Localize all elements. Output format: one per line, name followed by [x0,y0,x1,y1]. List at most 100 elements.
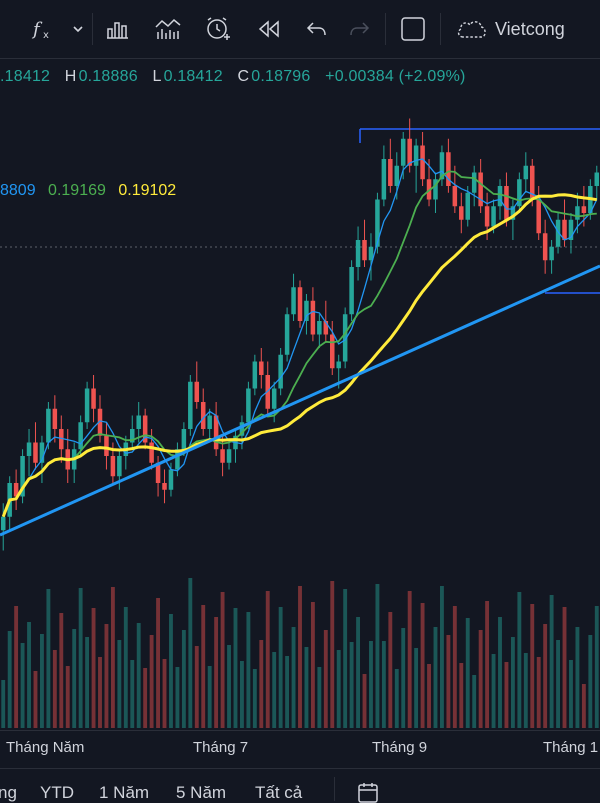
volume-bar [272,652,277,728]
volume-bar [130,660,135,728]
candle-layer [0,118,600,551]
indicators-dropdown-button[interactable] [64,9,92,49]
volume-bar [91,608,96,728]
toolbar-separator [92,13,93,45]
candle-body [530,165,535,200]
volume-bar [143,668,148,728]
volume-bar [343,589,348,728]
volume-bar [388,612,393,728]
range-ytd-button[interactable]: YTD [40,783,74,802]
volume-bar [169,614,173,728]
volume-bar [330,581,335,728]
volume-bar [14,606,19,728]
ma-blue-line [2,158,598,517]
candle-body [491,206,496,227]
bar-chart-button[interactable] [93,9,143,49]
candle-body [497,186,503,207]
candle-body [52,408,58,429]
volume-bar [117,640,122,728]
range-1y-button[interactable]: 1 Năm [99,783,150,802]
volume-bar [581,684,586,728]
candle-body [459,206,464,220]
volume-bar [336,650,341,728]
ma-legend: 8809 0.19169 0.19102 [0,182,176,200]
candle-body [388,159,393,186]
candle-body [304,300,309,321]
volume-bar [414,648,419,728]
replay-button[interactable] [243,9,295,49]
time-axis-label: Tháng Năm [6,739,85,756]
volume-bar [446,635,451,728]
volume-bar [291,627,296,728]
candle-body [226,449,232,463]
redo-button[interactable] [339,9,379,49]
volume-bar [517,592,522,728]
candle-body [162,483,167,490]
volume-bar [1,680,6,728]
high-key: H [64,68,77,85]
volume-bar [394,669,399,728]
candle-body [368,246,374,261]
candle-body [478,172,483,207]
range-5y-button[interactable]: 5 Năm [176,783,227,802]
candle-body [381,159,387,200]
candle-body [194,381,200,402]
open-value: .18412 [0,68,51,85]
volume-bar [201,605,206,728]
candle-body [91,388,96,409]
volume-bar [240,661,244,728]
volume-bar [181,630,186,728]
candle-body [407,138,412,166]
candle-body [188,381,193,429]
range-partial-button[interactable]: ng [0,783,17,802]
fullscreen-square-icon [401,17,425,41]
time-axis-label: Tháng 7 [193,739,249,756]
volume-bar [549,595,554,728]
indicator-chart-button[interactable] [143,9,193,49]
ma3-value: 0.19102 [118,182,177,199]
candle-body [420,145,425,180]
volume-bar [46,589,51,728]
candle-body [46,408,51,443]
candle-body [536,199,541,234]
candle-body [562,219,567,240]
ma-green-line [2,170,597,518]
volume-bar [375,584,380,728]
close-key: C [237,68,250,85]
alert-button[interactable] [193,9,243,49]
cloud-layout-label: Vietcong [495,18,565,39]
toolbar-separator [385,13,386,45]
low-value: 0.18412 [163,68,223,85]
replay-icon [258,20,279,38]
close-value: 0.18796 [251,68,311,85]
volume-bar [214,617,219,728]
candle-body [59,429,64,450]
volume-bar [349,642,354,728]
change-value: +0.00384 (+2.09%) [325,68,466,85]
candle-body [33,442,38,463]
volume-bar [381,641,386,728]
candle-body [568,219,574,240]
price-chart[interactable] [0,58,600,758]
volume-bar [369,641,373,728]
fullscreen-button[interactable] [386,9,440,49]
candle-body [207,415,212,429]
volume-bar [310,602,315,728]
volume-bar [233,608,238,728]
candle-body [39,442,45,463]
uptrend-line[interactable] [0,264,600,537]
volume-bar [162,659,167,728]
candle-body [433,179,438,200]
cloud-layout-button[interactable]: Vietcong [441,9,585,49]
volume-bar [452,606,457,728]
undo-button[interactable] [295,9,339,49]
volume-bar [123,607,128,728]
volume-bar [498,617,502,728]
volume-bar [20,643,25,728]
candle-body [394,165,400,186]
candle-body [375,199,380,247]
svg-text:x: x [43,30,49,41]
volume-bar [40,634,44,728]
range-all-button[interactable]: Tất cả [255,783,303,802]
